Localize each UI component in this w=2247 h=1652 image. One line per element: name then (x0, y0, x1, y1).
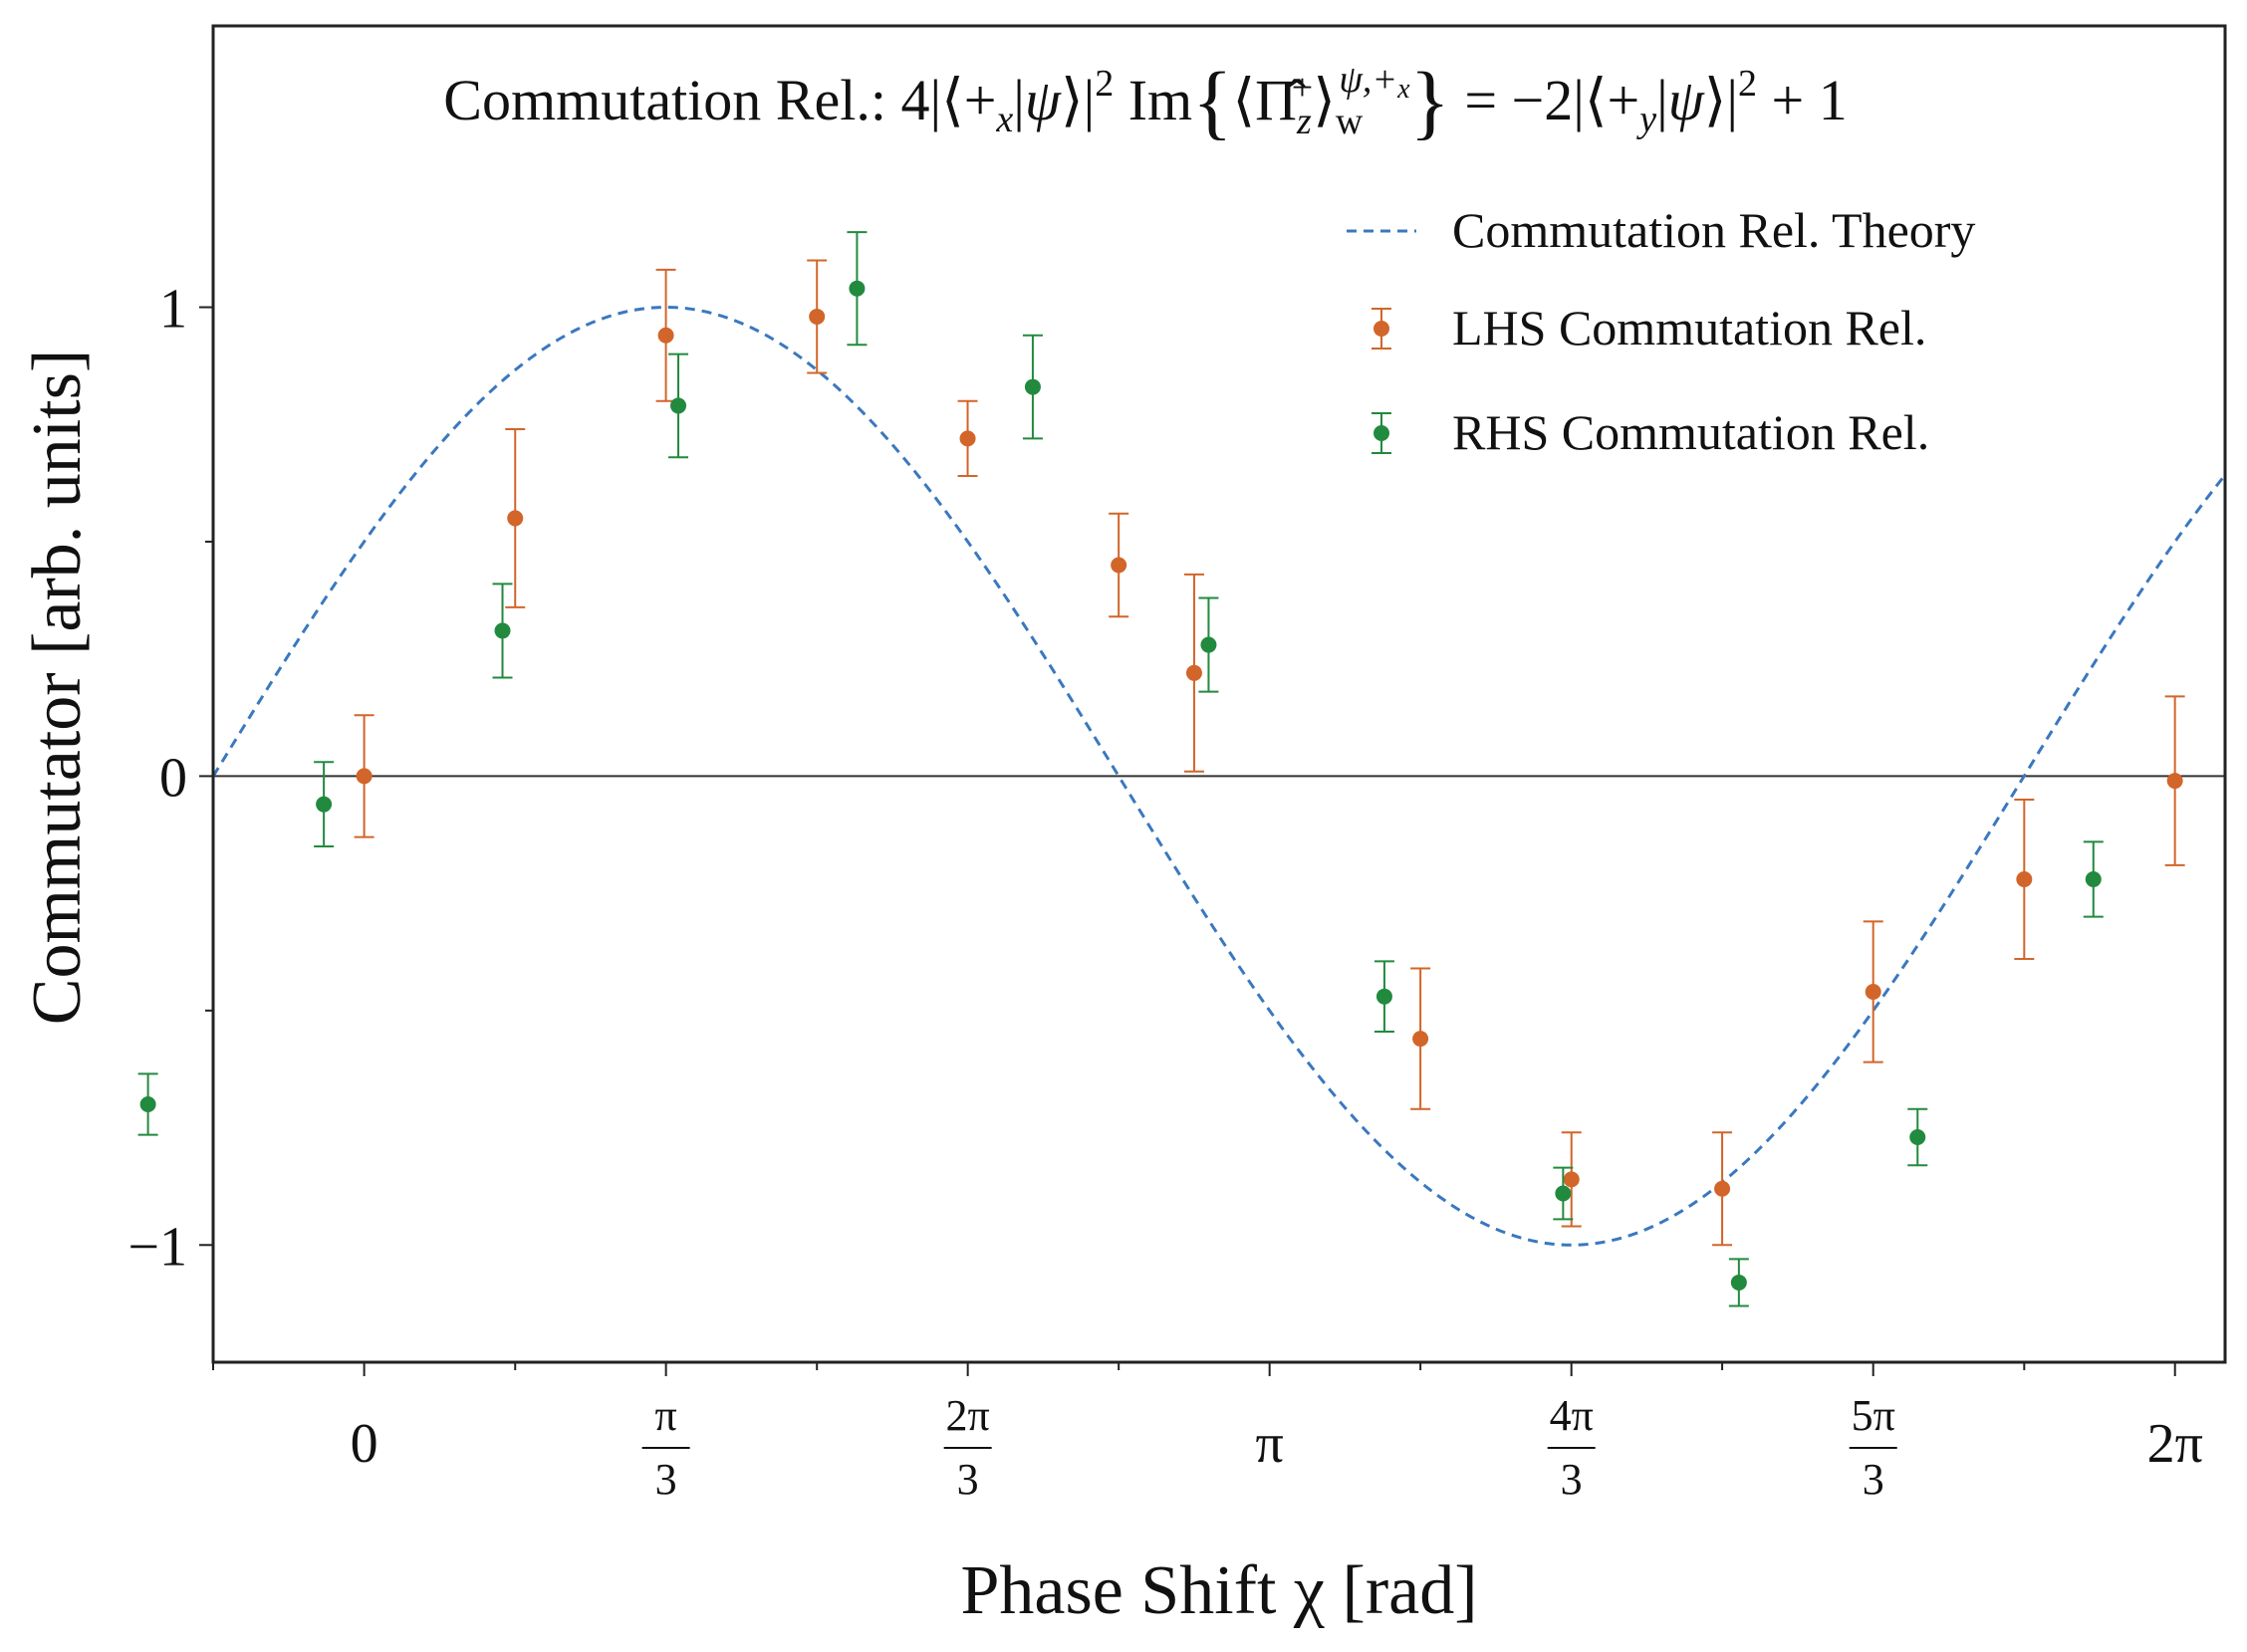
legend-theory-label: Commutation Rel. Theory (1452, 202, 1975, 258)
lhs-point (1410, 967, 1431, 1110)
lhs-marker (959, 430, 976, 447)
lhs-marker (2166, 773, 2183, 790)
y-axis-label: Commutator [arb. units] (19, 350, 96, 1026)
y-axis-ticks: −1 0 1 (127, 279, 213, 1278)
lhs-point (2014, 798, 2035, 961)
lhs-point (2164, 695, 2185, 866)
legend-lhs-swatch (1372, 308, 1391, 350)
y-tick-label: −1 (127, 1216, 187, 1278)
lhs-marker (1185, 664, 1202, 681)
x-tick-label: 0 (351, 1413, 378, 1475)
theory-curve (213, 306, 2225, 1247)
rhs-point (492, 583, 513, 679)
x-tick-label-numerator: 4π (1550, 1391, 1594, 1440)
x-axis-label: Phase Shift χ [rad] (960, 1552, 1477, 1629)
lhs-point (1183, 573, 1204, 773)
x-tick-label-denominator: 3 (1561, 1455, 1583, 1504)
rhs-point (1728, 1258, 1749, 1307)
lhs-point (1863, 920, 1883, 1063)
lhs-marker (1563, 1171, 1580, 1188)
rhs-marker (1375, 988, 1392, 1005)
rhs-series-layer (137, 231, 2104, 1307)
lhs-series-layer (354, 259, 2185, 1247)
rhs-point (1553, 1166, 1574, 1221)
lhs-point (807, 259, 828, 374)
rhs-point (2083, 840, 2104, 918)
legend-rhs-swatch (1372, 412, 1391, 454)
legend-lhs-label: LHS Commutation Rel. (1452, 300, 1926, 355)
x-tick-label-denominator: 3 (1863, 1455, 1884, 1504)
rhs-marker (1555, 1185, 1572, 1202)
lhs-point (1712, 1131, 1733, 1247)
lhs-point (957, 399, 978, 478)
rhs-marker (1200, 636, 1217, 653)
rhs-point (1907, 1107, 1928, 1167)
lhs-marker (1412, 1031, 1429, 1048)
rhs-point (314, 761, 335, 848)
x-tick-label-denominator: 3 (655, 1455, 677, 1504)
rhs-marker (316, 796, 333, 813)
lhs-point (1561, 1131, 1582, 1228)
x-tick-label-numerator: 5π (1852, 1391, 1895, 1440)
rhs-marker (1909, 1128, 1926, 1145)
lhs-point (354, 714, 374, 838)
y-tick-label: 1 (159, 279, 187, 341)
rhs-marker (1024, 378, 1041, 395)
y-tick-label: 0 (159, 747, 187, 809)
rhs-point (668, 353, 689, 459)
lhs-point (1109, 512, 1129, 618)
rhs-marker (1730, 1274, 1747, 1291)
x-tick-label: 2π (2147, 1413, 2203, 1475)
rhs-point (1022, 334, 1043, 440)
rhs-marker (670, 397, 687, 414)
rhs-marker (494, 622, 511, 639)
chart-title: Commutation Rel.: 4|⟨+x|ψ⟩|2 Im{⟨Π̂z+⟩wψ… (443, 56, 1847, 148)
x-tick-label-denominator: 3 (957, 1455, 979, 1504)
rhs-point (1373, 960, 1394, 1034)
lhs-marker (809, 308, 826, 325)
theory-curve-layer (213, 306, 2225, 1247)
x-tick-label-numerator: π (655, 1391, 677, 1440)
lhs-marker (1865, 984, 1881, 1001)
rhs-marker (139, 1096, 156, 1113)
lhs-marker (657, 327, 674, 344)
lhs-point (505, 427, 526, 608)
rhs-point (847, 231, 868, 347)
lhs-marker (1714, 1180, 1731, 1197)
plot-frame (211, 24, 2227, 1364)
lhs-marker (1111, 557, 1127, 574)
x-tick-label-numerator: 2π (946, 1391, 990, 1440)
rhs-point (1198, 596, 1219, 693)
lhs-marker (507, 510, 524, 527)
legend-rhs-label: RHS Commutation Rel. (1452, 404, 1929, 460)
rhs-marker (849, 280, 866, 297)
lhs-marker (2016, 870, 2033, 887)
x-tick-label: π (1256, 1413, 1284, 1475)
rhs-point (137, 1072, 158, 1136)
lhs-marker (356, 768, 373, 785)
rhs-marker (2085, 870, 2102, 887)
legend: Commutation Rel. Theory LHS Commutation … (1347, 202, 1975, 460)
x-axis-ticks: 0 π 3 2π 3 π 4π 3 5π 3 2π (212, 1362, 2203, 1504)
